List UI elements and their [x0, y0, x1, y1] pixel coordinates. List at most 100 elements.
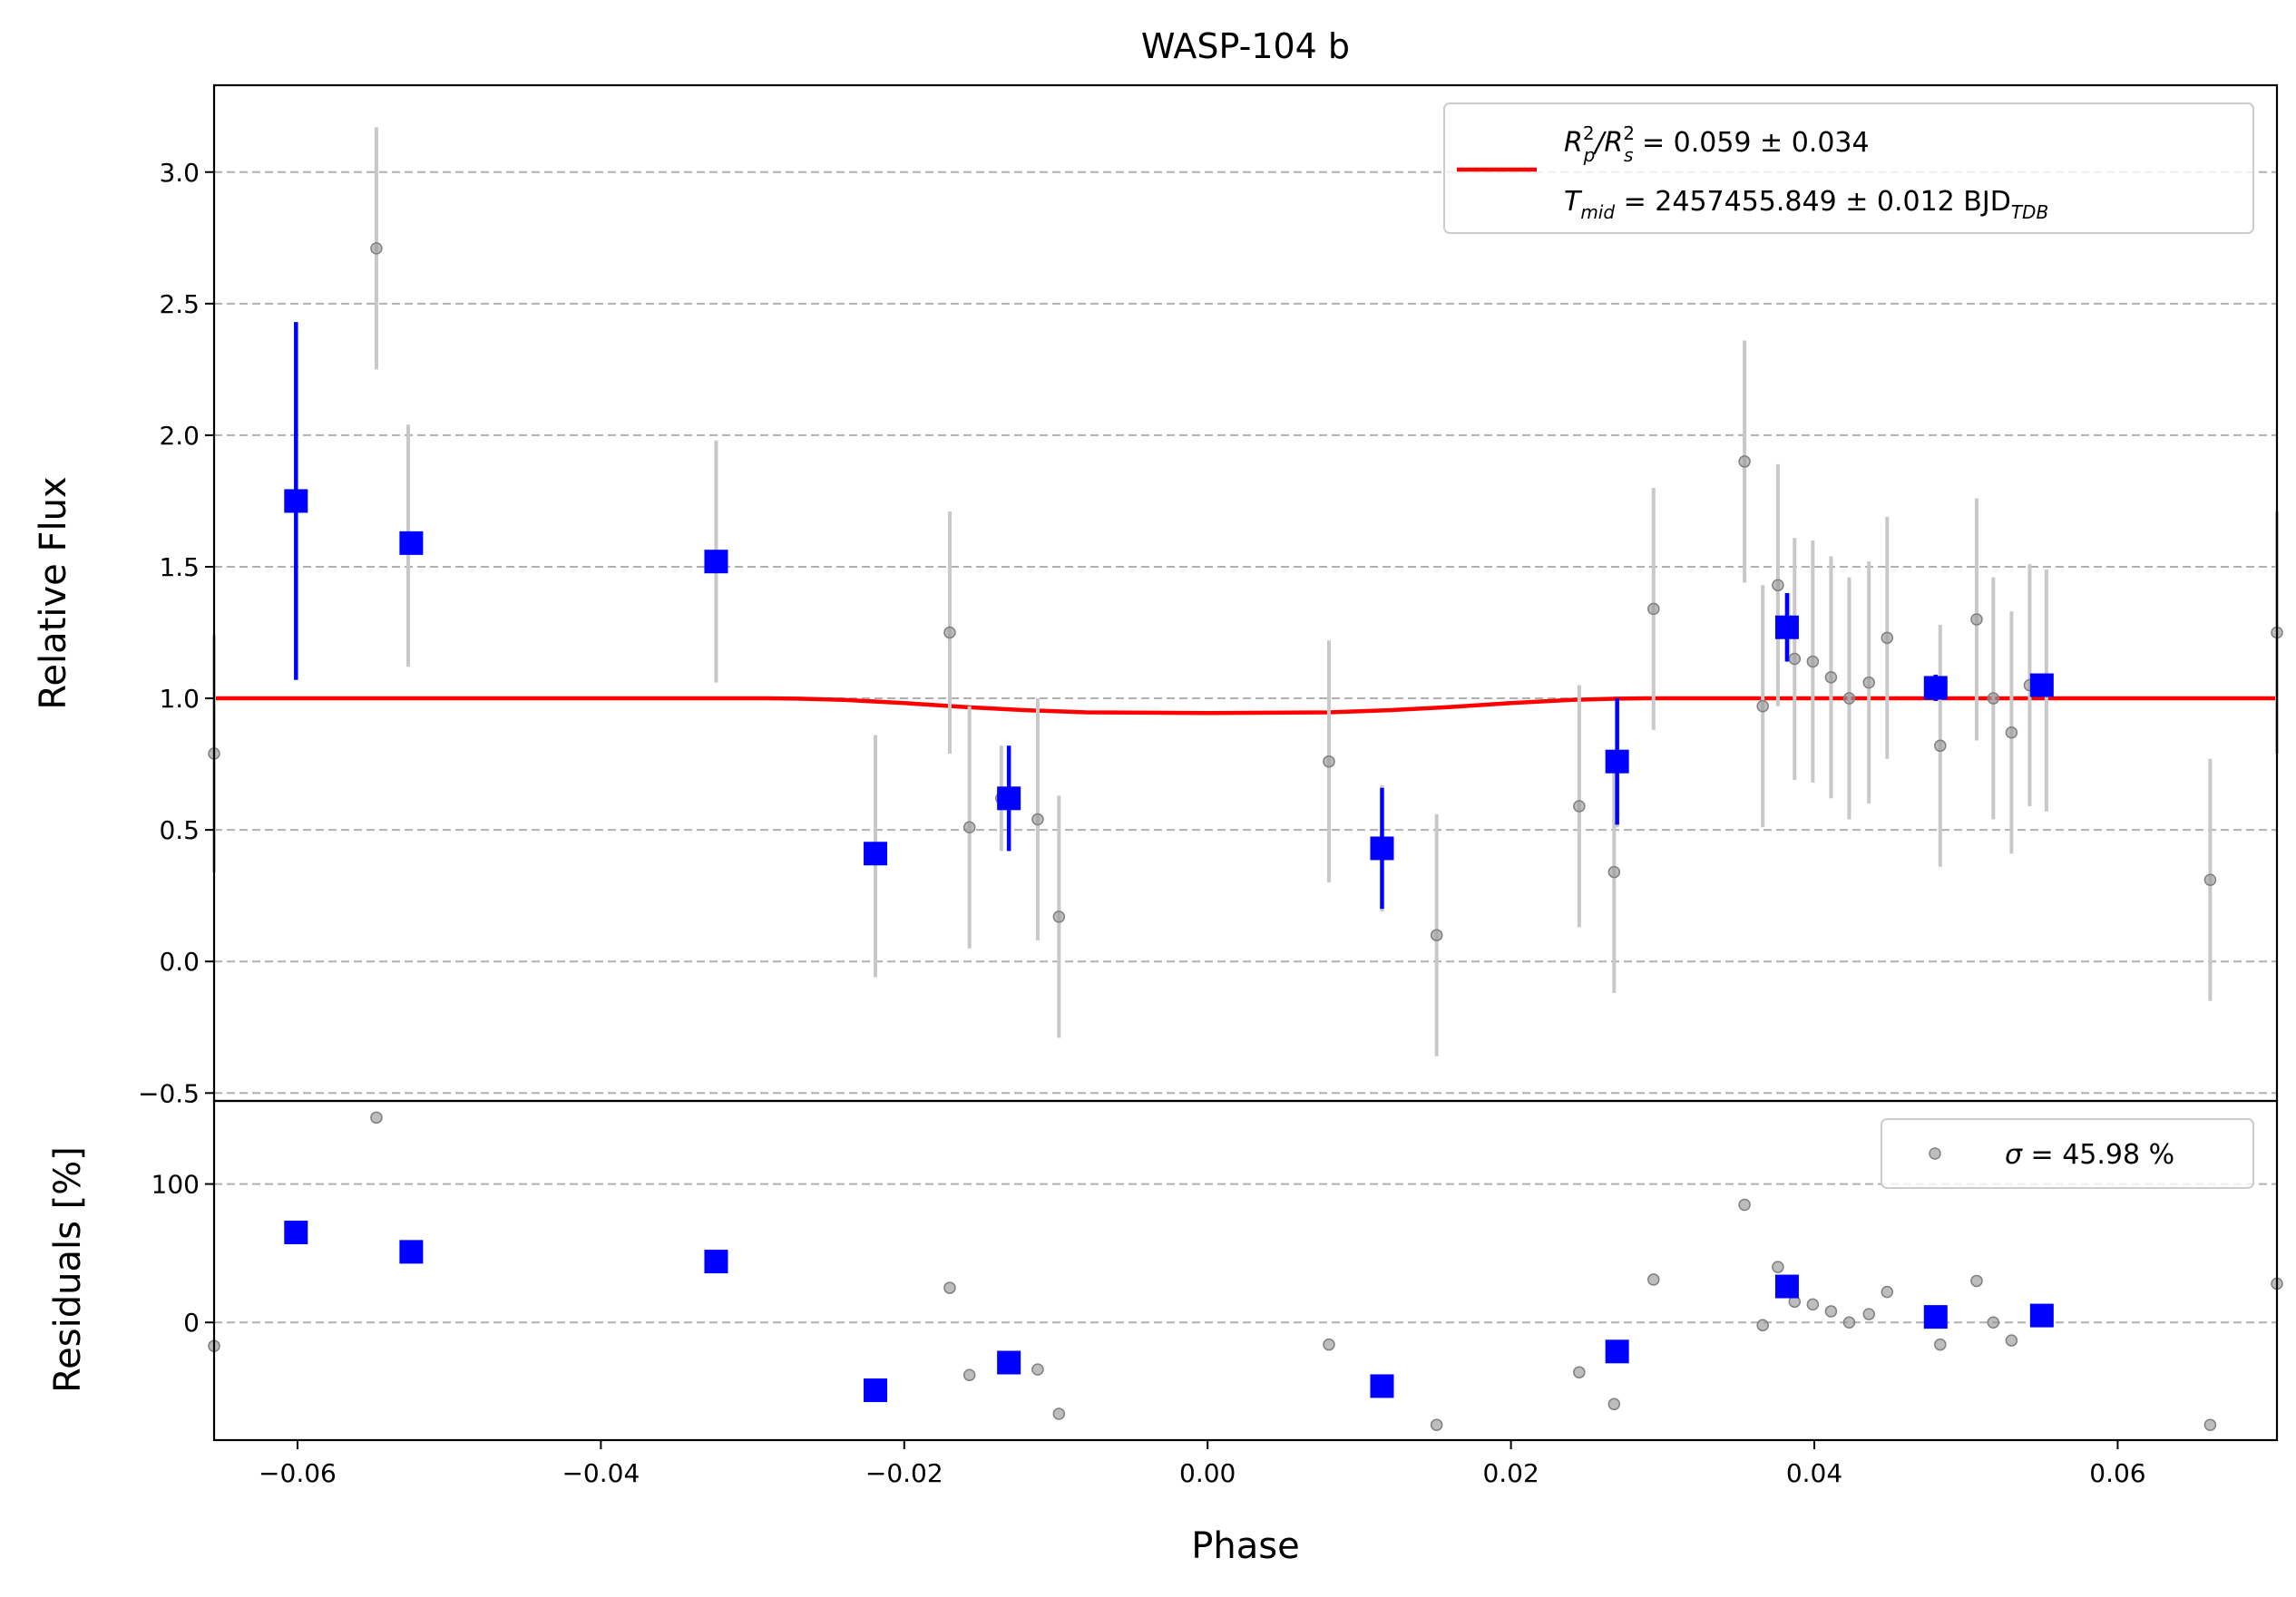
residual-raw-point [1607, 1397, 1621, 1411]
top-y-axis-label: Relative Flux [33, 476, 74, 709]
raw-point [1573, 800, 1586, 813]
residual-y-tick-label: 100 [151, 1170, 200, 1200]
residual-binned-point [704, 1250, 728, 1274]
raw-point [943, 626, 956, 639]
raw-point [1842, 692, 1856, 705]
residual-raw-series [208, 1111, 2283, 1431]
residual-raw-point [1647, 1273, 1660, 1286]
residual-binned-series [284, 1221, 2054, 1403]
legend-radius-ratio: R2 p/R2 s = 0.059 ± 0.034 [1564, 122, 1870, 166]
residual-raw-point [1987, 1316, 2000, 1329]
residual-binned-point [284, 1221, 308, 1245]
x-tick-label: −0.02 [865, 1458, 943, 1488]
binned-point [1923, 676, 1948, 700]
y-tick-label: 0.5 [159, 815, 200, 845]
residual-plot-frame [212, 1099, 2279, 1442]
residual-raw-point [1323, 1338, 1335, 1351]
residual-binned-point [997, 1350, 1021, 1375]
residual-binned-point [864, 1378, 888, 1403]
raw-point [2203, 873, 2217, 887]
x-axis: −0.06 −0.04 −0.02 0.00 0.02 0.04 0.06 [259, 1440, 2146, 1488]
model-curve [214, 696, 2277, 716]
residual-y-tick-label: 0 [183, 1308, 200, 1338]
binned-point [1370, 836, 1394, 861]
raw-point [1788, 652, 1802, 666]
residual-raw-point [1970, 1274, 1983, 1288]
chart-title: WASP-104 b [1141, 26, 1350, 66]
raw-point [1772, 579, 1784, 592]
y-tick-label: 2.5 [159, 289, 200, 319]
top-legend: R2 p/R2 s = 0.059 ± 0.034 Tmid = 2457455.8… [1443, 102, 2254, 234]
x-tick-label: −0.06 [259, 1458, 337, 1488]
residual-raw-point [1573, 1366, 1586, 1378]
y-tick-label: 1.0 [159, 684, 200, 714]
residual-raw-point [1738, 1198, 1751, 1212]
residual-raw-point [1862, 1308, 1875, 1320]
residual-binned-point [1605, 1339, 1629, 1364]
residual-raw-point [1052, 1407, 1066, 1420]
residual-raw-point [1842, 1316, 1856, 1329]
residual-raw-point [1772, 1261, 1784, 1273]
binned-point [1605, 749, 1629, 774]
x-tick-label: 0.02 [1482, 1458, 1539, 1488]
x-tick-label: −0.04 [562, 1458, 640, 1488]
raw-point [962, 821, 976, 833]
residual-legend-box [1881, 1118, 2254, 1189]
raw-point [1607, 865, 1621, 879]
y-tick-label: −0.5 [138, 1078, 200, 1108]
raw-point [1824, 671, 1838, 684]
residual-raw-point [370, 1111, 383, 1125]
y-tick-label: 0.0 [159, 947, 200, 977]
binned-point [704, 550, 728, 574]
residual-binned-point [1774, 1274, 1799, 1299]
raw-point [1052, 910, 1066, 923]
binned-point [399, 531, 424, 555]
legend-mid-time: Tmid = 2457455.849 ± 0.012 BJDTDB [1564, 186, 2048, 223]
residual-raw-point [1824, 1305, 1838, 1318]
residual-raw-point [1756, 1319, 1769, 1332]
model-series [214, 696, 2277, 716]
residual-raw-point [962, 1368, 976, 1382]
residual-binned-point [1923, 1305, 1948, 1329]
legend-box [1443, 102, 2254, 234]
binned-point [864, 842, 888, 866]
residual-binned-point [2029, 1303, 2054, 1328]
residual-legend-marker [1929, 1147, 1941, 1160]
binned-point [2029, 673, 2054, 697]
raw-point [1987, 692, 2000, 705]
residual-raw-point [2203, 1418, 2217, 1431]
raw-point [370, 242, 383, 255]
y-tick-label: 1.5 [159, 552, 200, 582]
raw-point [1970, 613, 1983, 626]
residual-raw-point [1881, 1285, 1894, 1299]
raw-point [1756, 700, 1769, 713]
residual-raw-point [2005, 1334, 2018, 1347]
raw-point [1738, 455, 1751, 468]
binned-point [997, 786, 1021, 811]
residual-y-axis: 0 100 [151, 1170, 214, 1338]
binned-point [284, 489, 308, 513]
binned-point [1774, 615, 1799, 639]
binned-data-series [284, 322, 2054, 910]
residual-binned-point [1370, 1374, 1394, 1398]
raw-point [1806, 655, 1820, 668]
x-tick-label: 0.06 [2089, 1458, 2145, 1488]
raw-point [1934, 739, 1947, 753]
raw-point [1323, 755, 1335, 768]
raw-point [2005, 726, 2018, 739]
residual-raw-point [1806, 1298, 1820, 1311]
y-tick-label: 2.0 [159, 421, 200, 451]
x-axis-label: Phase [1191, 1525, 1299, 1567]
raw-point [1430, 929, 1443, 941]
x-tick-label: 0.04 [1786, 1458, 1842, 1488]
top-y-axis: −0.5 0.0 0.5 1.0 1.5 2.0 2.5 3.0 [138, 158, 214, 1108]
residual-raw-point [1031, 1363, 1044, 1376]
residual-legend: σ = 45.98 % [1881, 1118, 2254, 1189]
residual-raw-point [1934, 1338, 1947, 1351]
residual-binned-point [399, 1240, 424, 1264]
raw-point [1862, 676, 1875, 689]
raw-point [1647, 602, 1660, 616]
residual-legend-label: σ = 45.98 % [2005, 1139, 2174, 1171]
residual-raw-point [1430, 1418, 1443, 1431]
